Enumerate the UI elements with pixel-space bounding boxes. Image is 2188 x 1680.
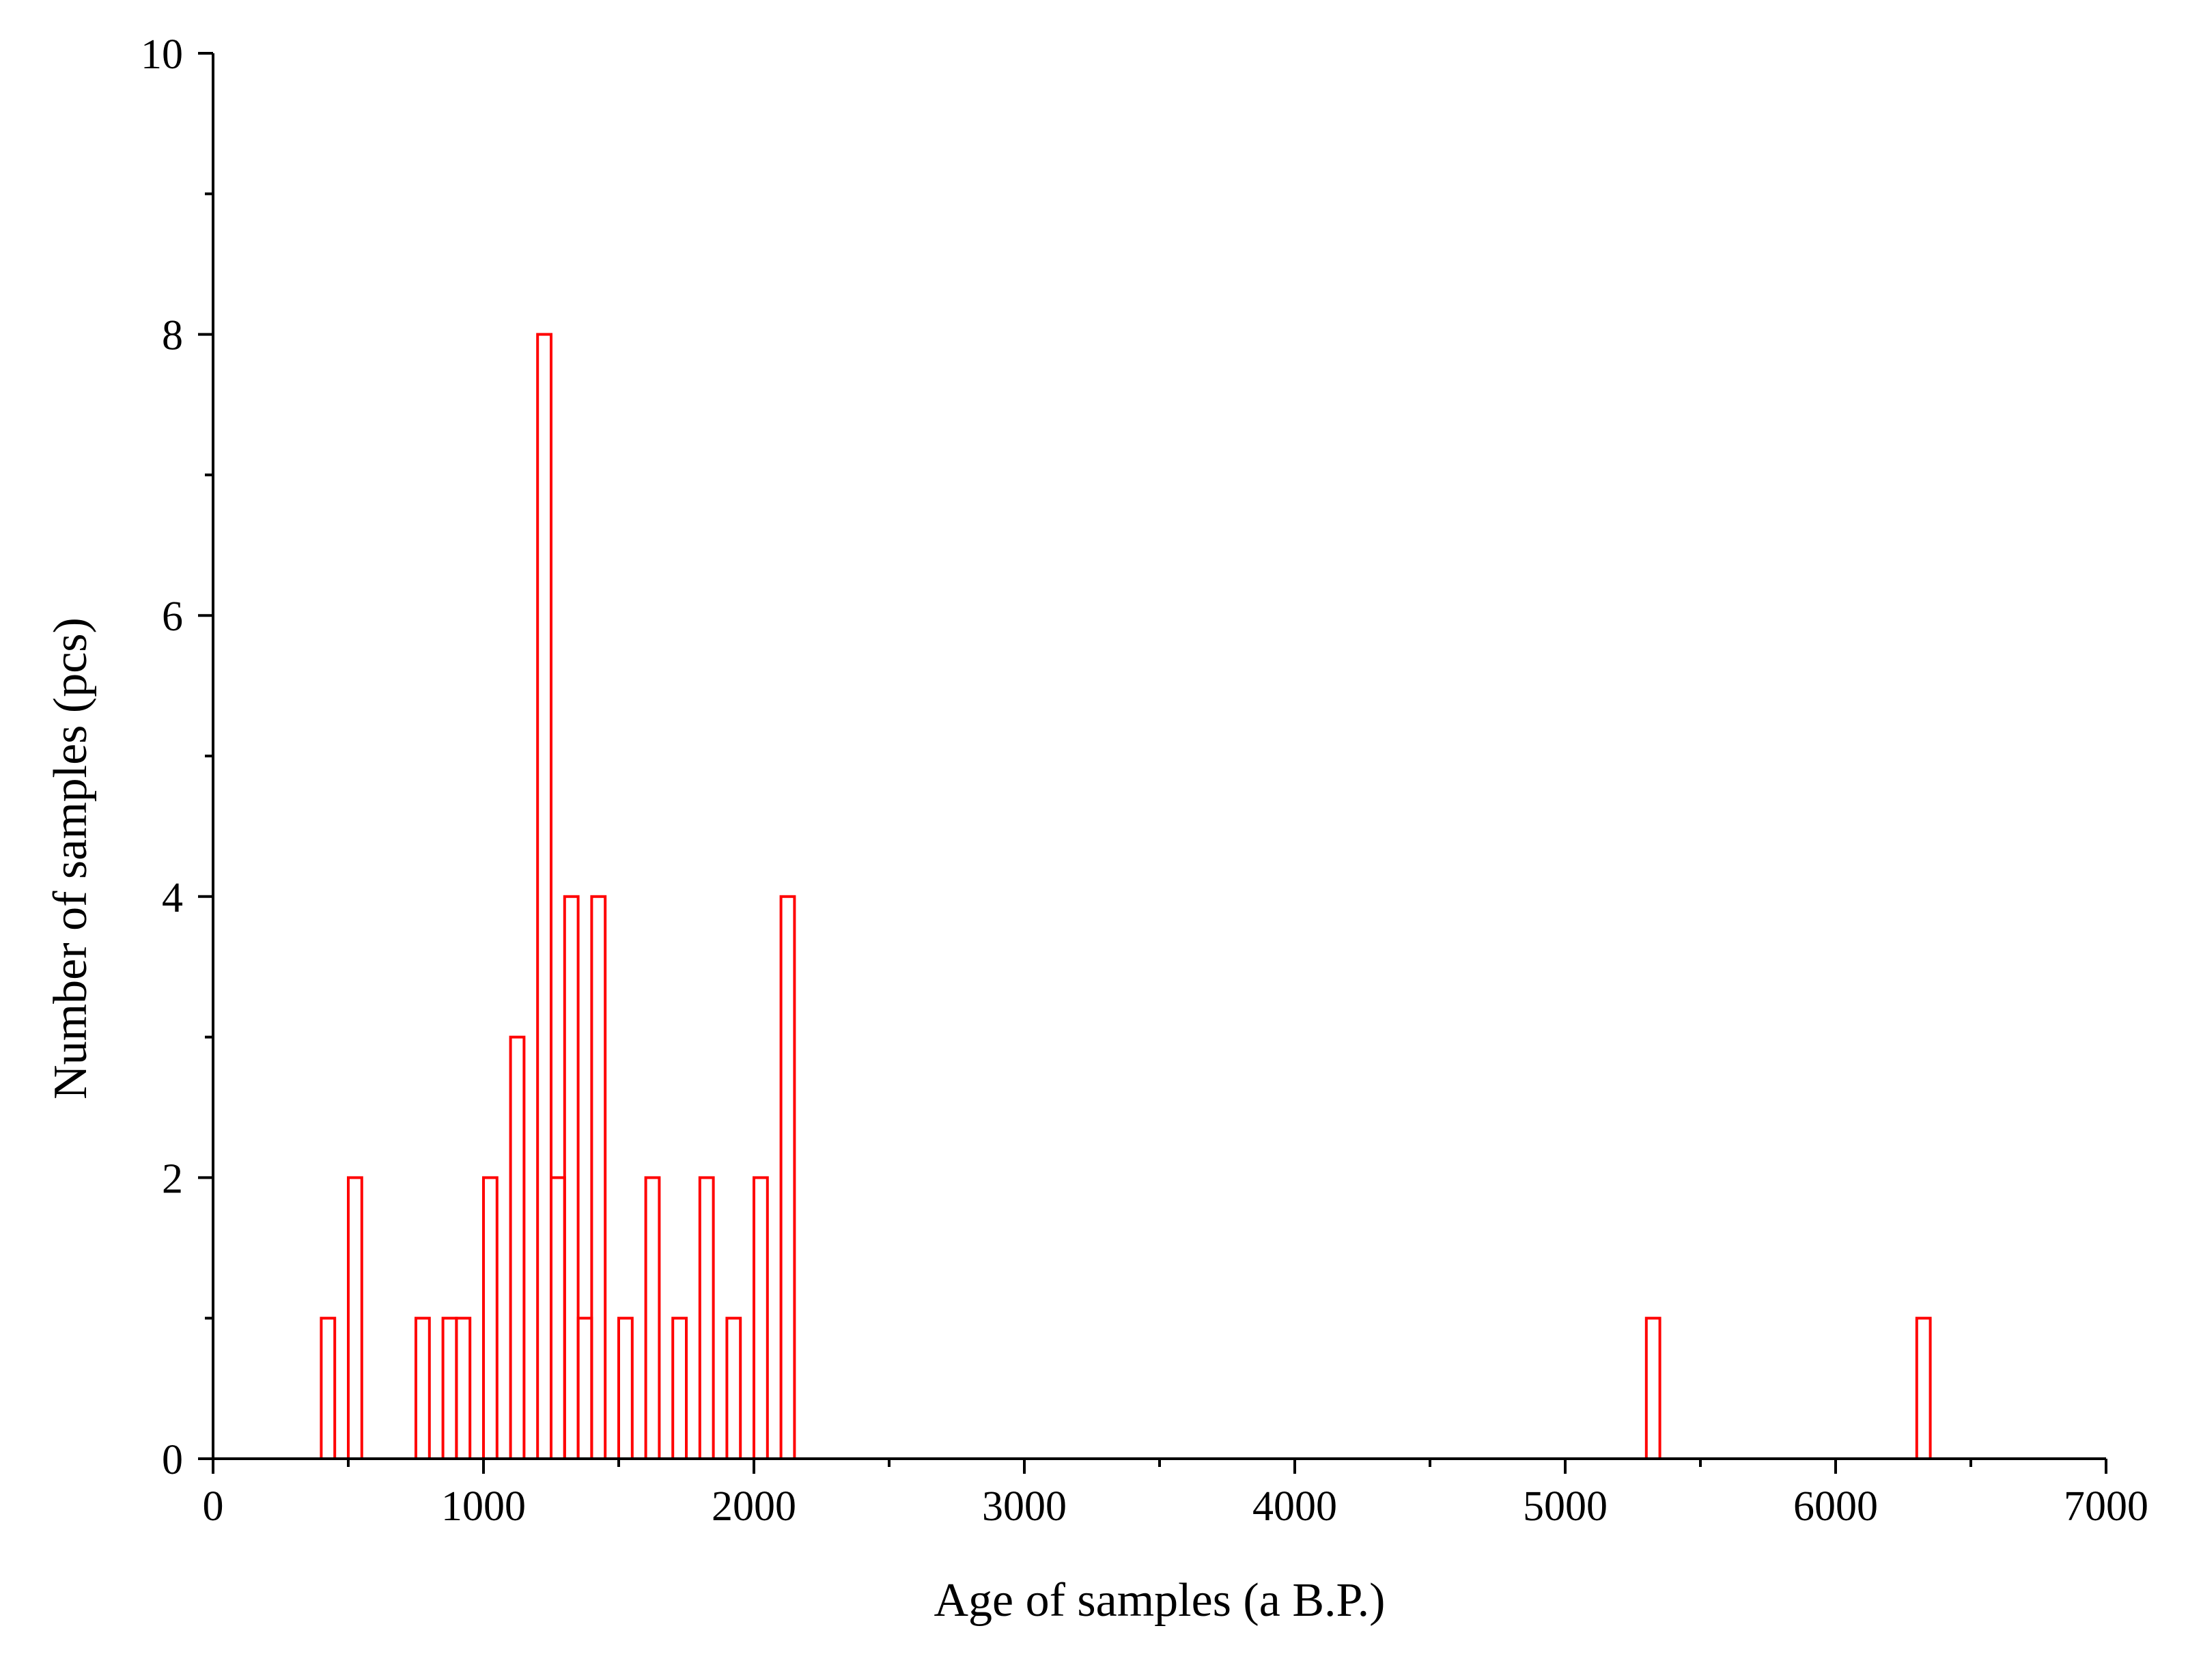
histogram-bar-1200 <box>536 333 553 1461</box>
histogram-bar-850 <box>441 1317 458 1460</box>
histogram-bar-1500 <box>617 1317 634 1460</box>
y-axis-ticks: 0 2 4 6 8 10 <box>141 31 213 1483</box>
histogram-bar-1250 <box>550 1176 566 1461</box>
x-tick-label: 3000 <box>982 1483 1067 1530</box>
histogram-bar-1800 <box>698 1176 715 1461</box>
x-tick-label: 4000 <box>1252 1483 1337 1530</box>
histogram-bar-750 <box>415 1317 431 1460</box>
histogram-bar-5300 <box>1644 1317 1661 1460</box>
x-tick-label: 7000 <box>2064 1483 2148 1530</box>
histogram-bar-1300 <box>563 895 580 1461</box>
histogram-bar-1100 <box>509 1035 526 1460</box>
x-tick-label: 6000 <box>1793 1483 1878 1530</box>
histogram-bar-1900 <box>725 1317 742 1460</box>
x-tick-label: 0 <box>203 1483 224 1530</box>
x-axis-ticks: 0 1000 2000 3000 4000 5000 6000 7000 <box>203 1459 2148 1530</box>
y-tick-label: 6 <box>162 593 183 640</box>
histogram-bar-1600 <box>644 1176 661 1461</box>
y-tick-label: 2 <box>162 1156 183 1202</box>
y-axis-title: Number of samples (pcs) <box>44 617 97 1100</box>
histogram-bar-1700 <box>671 1317 688 1460</box>
bars-layer <box>320 333 1932 1461</box>
y-tick-label: 4 <box>162 875 183 921</box>
x-axis-title: Age of samples (a B.P.) <box>934 1574 1385 1627</box>
histogram-bar-500 <box>347 1176 363 1461</box>
axes-layer: 0 1000 2000 3000 4000 5000 6000 7000 0 2 4 6 8 10 <box>141 31 2148 1530</box>
histogram-bar-2000 <box>753 1176 769 1461</box>
histogram-bar-2100 <box>779 895 796 1461</box>
y-tick-label: 10 <box>141 31 183 78</box>
histogram-bar-1350 <box>576 1317 593 1460</box>
histogram-bar-900 <box>455 1317 472 1460</box>
x-tick-label: 2000 <box>712 1483 796 1530</box>
histogram-bar-1400 <box>590 895 607 1461</box>
histogram-bar-400 <box>320 1317 337 1460</box>
histogram-bar-1000 <box>482 1176 499 1461</box>
histogram-bar-6300 <box>1915 1317 1932 1460</box>
x-tick-label: 5000 <box>1523 1483 1608 1530</box>
y-tick-label: 0 <box>162 1437 183 1483</box>
y-tick-label: 8 <box>162 313 183 359</box>
x-tick-label: 1000 <box>441 1483 526 1530</box>
